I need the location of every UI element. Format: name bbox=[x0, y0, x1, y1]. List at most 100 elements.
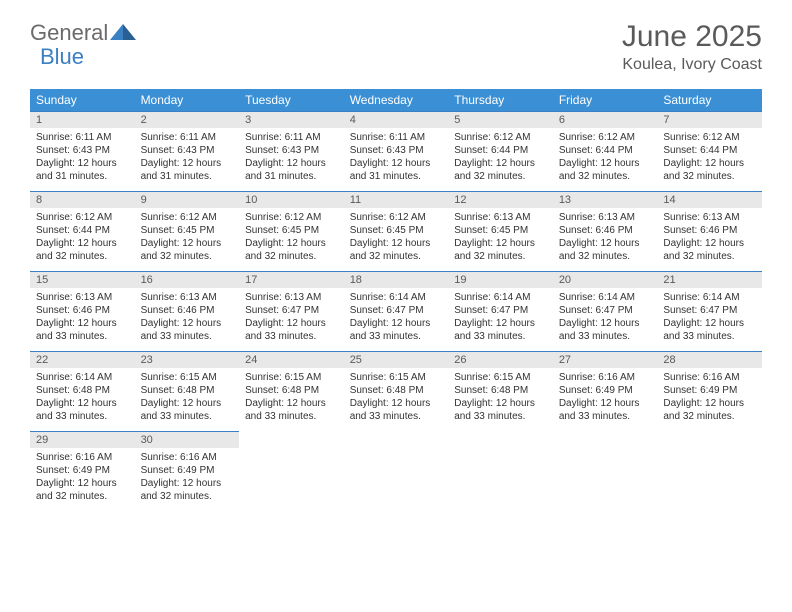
sunrise-line: Sunrise: 6:16 AM bbox=[141, 451, 234, 464]
sunset-line: Sunset: 6:47 PM bbox=[350, 304, 443, 317]
weekday-header: Wednesday bbox=[344, 89, 449, 112]
calendar-week-row: 1Sunrise: 6:11 AMSunset: 6:43 PMDaylight… bbox=[30, 112, 762, 192]
daylight-line: Daylight: 12 hours and 32 minutes. bbox=[36, 237, 129, 263]
day-content: Sunrise: 6:12 AMSunset: 6:44 PMDaylight:… bbox=[30, 208, 135, 271]
day-content: Sunrise: 6:11 AMSunset: 6:43 PMDaylight:… bbox=[239, 128, 344, 191]
sunrise-line: Sunrise: 6:15 AM bbox=[350, 371, 443, 384]
day-number: 18 bbox=[344, 272, 449, 288]
day-content: Sunrise: 6:11 AMSunset: 6:43 PMDaylight:… bbox=[344, 128, 449, 191]
daylight-line: Daylight: 12 hours and 32 minutes. bbox=[454, 157, 547, 183]
day-number: 10 bbox=[239, 192, 344, 208]
day-content: Sunrise: 6:14 AMSunset: 6:47 PMDaylight:… bbox=[657, 288, 762, 351]
day-content: Sunrise: 6:12 AMSunset: 6:44 PMDaylight:… bbox=[448, 128, 553, 191]
logo-sub: Blue bbox=[40, 44, 84, 70]
calendar-day-cell: 23Sunrise: 6:15 AMSunset: 6:48 PMDayligh… bbox=[135, 352, 240, 432]
daylight-line: Daylight: 12 hours and 33 minutes. bbox=[141, 317, 234, 343]
header: General June 2025 Koulea, Ivory Coast bbox=[0, 0, 792, 84]
sunrise-line: Sunrise: 6:12 AM bbox=[559, 131, 652, 144]
day-number: 29 bbox=[30, 432, 135, 448]
logo-text-blue: Blue bbox=[40, 44, 84, 69]
day-number: 2 bbox=[135, 112, 240, 128]
day-content: Sunrise: 6:15 AMSunset: 6:48 PMDaylight:… bbox=[239, 368, 344, 431]
logo: General bbox=[30, 20, 138, 46]
calendar-day-cell: 18Sunrise: 6:14 AMSunset: 6:47 PMDayligh… bbox=[344, 272, 449, 352]
day-number: 4 bbox=[344, 112, 449, 128]
day-content: Sunrise: 6:12 AMSunset: 6:44 PMDaylight:… bbox=[657, 128, 762, 191]
title-block: June 2025 Koulea, Ivory Coast bbox=[622, 20, 762, 74]
sunrise-line: Sunrise: 6:12 AM bbox=[454, 131, 547, 144]
daylight-line: Daylight: 12 hours and 33 minutes. bbox=[454, 317, 547, 343]
day-content: Sunrise: 6:12 AMSunset: 6:45 PMDaylight:… bbox=[135, 208, 240, 271]
sunset-line: Sunset: 6:44 PM bbox=[454, 144, 547, 157]
sunrise-line: Sunrise: 6:13 AM bbox=[245, 291, 338, 304]
calendar-day-cell: 20Sunrise: 6:14 AMSunset: 6:47 PMDayligh… bbox=[553, 272, 658, 352]
daylight-line: Daylight: 12 hours and 32 minutes. bbox=[36, 477, 129, 503]
sunset-line: Sunset: 6:47 PM bbox=[245, 304, 338, 317]
daylight-line: Daylight: 12 hours and 31 minutes. bbox=[141, 157, 234, 183]
day-content: Sunrise: 6:14 AMSunset: 6:48 PMDaylight:… bbox=[30, 368, 135, 431]
sunset-line: Sunset: 6:48 PM bbox=[245, 384, 338, 397]
calendar-day-cell: 5Sunrise: 6:12 AMSunset: 6:44 PMDaylight… bbox=[448, 112, 553, 192]
sunrise-line: Sunrise: 6:15 AM bbox=[245, 371, 338, 384]
day-number: 16 bbox=[135, 272, 240, 288]
daylight-line: Daylight: 12 hours and 33 minutes. bbox=[559, 317, 652, 343]
sunset-line: Sunset: 6:45 PM bbox=[141, 224, 234, 237]
calendar-day-cell: 26Sunrise: 6:15 AMSunset: 6:48 PMDayligh… bbox=[448, 352, 553, 432]
sunset-line: Sunset: 6:43 PM bbox=[36, 144, 129, 157]
calendar-day-cell: 15Sunrise: 6:13 AMSunset: 6:46 PMDayligh… bbox=[30, 272, 135, 352]
daylight-line: Daylight: 12 hours and 31 minutes. bbox=[245, 157, 338, 183]
calendar-day-cell: 1Sunrise: 6:11 AMSunset: 6:43 PMDaylight… bbox=[30, 112, 135, 192]
day-content: Sunrise: 6:13 AMSunset: 6:46 PMDaylight:… bbox=[553, 208, 658, 271]
daylight-line: Daylight: 12 hours and 33 minutes. bbox=[36, 397, 129, 423]
sunrise-line: Sunrise: 6:16 AM bbox=[559, 371, 652, 384]
sunset-line: Sunset: 6:43 PM bbox=[350, 144, 443, 157]
day-content: Sunrise: 6:15 AMSunset: 6:48 PMDaylight:… bbox=[448, 368, 553, 431]
sunrise-line: Sunrise: 6:11 AM bbox=[36, 131, 129, 144]
sunset-line: Sunset: 6:46 PM bbox=[36, 304, 129, 317]
day-number: 30 bbox=[135, 432, 240, 448]
day-number: 22 bbox=[30, 352, 135, 368]
sunset-line: Sunset: 6:49 PM bbox=[559, 384, 652, 397]
sunset-line: Sunset: 6:49 PM bbox=[36, 464, 129, 477]
calendar-day-cell bbox=[657, 432, 762, 512]
calendar-day-cell: 2Sunrise: 6:11 AMSunset: 6:43 PMDaylight… bbox=[135, 112, 240, 192]
sunrise-line: Sunrise: 6:13 AM bbox=[663, 211, 756, 224]
day-content: Sunrise: 6:13 AMSunset: 6:46 PMDaylight:… bbox=[135, 288, 240, 351]
day-content: Sunrise: 6:14 AMSunset: 6:47 PMDaylight:… bbox=[344, 288, 449, 351]
sunrise-line: Sunrise: 6:13 AM bbox=[559, 211, 652, 224]
day-content: Sunrise: 6:16 AMSunset: 6:49 PMDaylight:… bbox=[30, 448, 135, 511]
logo-text-general: General bbox=[30, 20, 108, 46]
sunrise-line: Sunrise: 6:14 AM bbox=[36, 371, 129, 384]
sunset-line: Sunset: 6:45 PM bbox=[245, 224, 338, 237]
daylight-line: Daylight: 12 hours and 33 minutes. bbox=[454, 397, 547, 423]
sunrise-line: Sunrise: 6:15 AM bbox=[454, 371, 547, 384]
weekday-header: Thursday bbox=[448, 89, 553, 112]
weekday-header-row: Sunday Monday Tuesday Wednesday Thursday… bbox=[30, 89, 762, 112]
calendar-day-cell: 10Sunrise: 6:12 AMSunset: 6:45 PMDayligh… bbox=[239, 192, 344, 272]
daylight-line: Daylight: 12 hours and 33 minutes. bbox=[350, 317, 443, 343]
daylight-line: Daylight: 12 hours and 33 minutes. bbox=[245, 317, 338, 343]
calendar-day-cell: 7Sunrise: 6:12 AMSunset: 6:44 PMDaylight… bbox=[657, 112, 762, 192]
day-number: 19 bbox=[448, 272, 553, 288]
calendar-day-cell: 28Sunrise: 6:16 AMSunset: 6:49 PMDayligh… bbox=[657, 352, 762, 432]
sunset-line: Sunset: 6:47 PM bbox=[663, 304, 756, 317]
day-number: 21 bbox=[657, 272, 762, 288]
day-number: 12 bbox=[448, 192, 553, 208]
sunset-line: Sunset: 6:46 PM bbox=[141, 304, 234, 317]
sunset-line: Sunset: 6:49 PM bbox=[141, 464, 234, 477]
daylight-line: Daylight: 12 hours and 32 minutes. bbox=[663, 237, 756, 263]
location-label: Koulea, Ivory Coast bbox=[622, 56, 762, 74]
sunrise-line: Sunrise: 6:13 AM bbox=[36, 291, 129, 304]
calendar-day-cell: 21Sunrise: 6:14 AMSunset: 6:47 PMDayligh… bbox=[657, 272, 762, 352]
calendar-day-cell: 22Sunrise: 6:14 AMSunset: 6:48 PMDayligh… bbox=[30, 352, 135, 432]
sunset-line: Sunset: 6:47 PM bbox=[559, 304, 652, 317]
calendar-day-cell: 6Sunrise: 6:12 AMSunset: 6:44 PMDaylight… bbox=[553, 112, 658, 192]
sunrise-line: Sunrise: 6:12 AM bbox=[350, 211, 443, 224]
day-content: Sunrise: 6:13 AMSunset: 6:46 PMDaylight:… bbox=[657, 208, 762, 271]
sunset-line: Sunset: 6:49 PM bbox=[663, 384, 756, 397]
sunset-line: Sunset: 6:45 PM bbox=[350, 224, 443, 237]
day-content: Sunrise: 6:16 AMSunset: 6:49 PMDaylight:… bbox=[553, 368, 658, 431]
day-number: 3 bbox=[239, 112, 344, 128]
day-number: 6 bbox=[553, 112, 658, 128]
weekday-header: Saturday bbox=[657, 89, 762, 112]
